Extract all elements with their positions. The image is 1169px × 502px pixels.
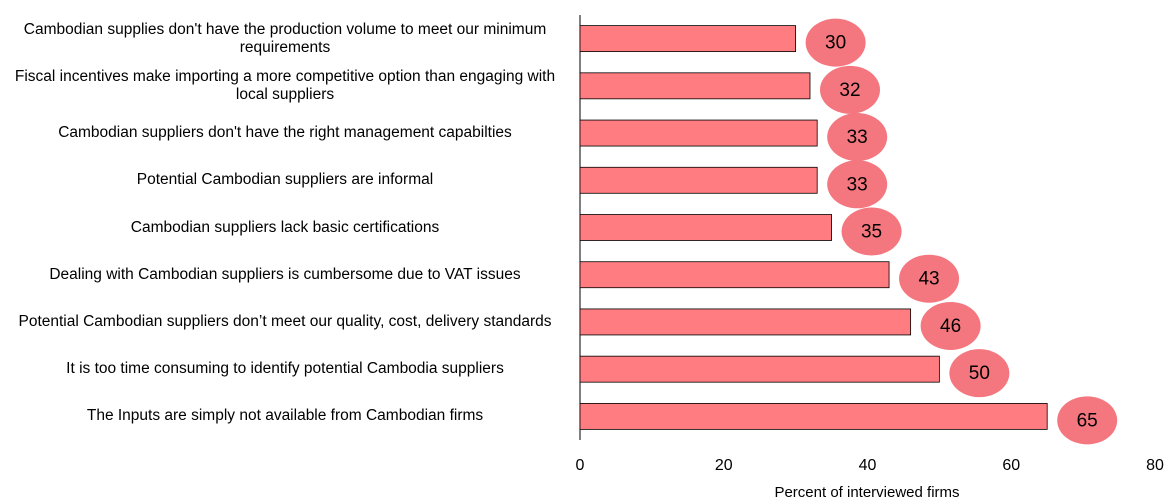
category-label: Cambodian supplies don't have the produc… — [23, 20, 547, 56]
category-label: Dealing with Cambodian suppliers is cumb… — [49, 265, 521, 283]
data-label: 65 — [1077, 410, 1098, 431]
data-label: 50 — [969, 363, 990, 384]
x-tick-label: 60 — [1002, 457, 1020, 474]
data-label-bubble — [805, 18, 866, 67]
bar — [579, 308, 912, 336]
category-label: Fiscal incentives make importing a more … — [14, 67, 556, 103]
data-label-bubble — [827, 160, 888, 209]
category-label: It is too time consuming to identify pot… — [66, 360, 504, 378]
bar — [579, 25, 797, 53]
data-label-bubble — [820, 65, 880, 114]
x-tick-label: 80 — [1146, 457, 1164, 474]
category-label: Cambodian suppliers lack basic certifica… — [130, 218, 440, 236]
data-label: 32 — [839, 80, 860, 101]
data-label: 30 — [825, 33, 846, 54]
x-axis-label: Percent of interviewed firms — [774, 484, 959, 501]
data-label: 43 — [918, 269, 939, 290]
bar — [579, 355, 940, 383]
bar — [579, 119, 818, 147]
bar — [579, 166, 818, 194]
bar — [579, 214, 832, 241]
data-label-bubble — [1057, 396, 1118, 445]
data-label-bubble — [920, 301, 981, 350]
data-label: 35 — [861, 222, 882, 243]
bar — [579, 261, 890, 289]
x-tick-label: 40 — [859, 457, 877, 474]
data-label: 33 — [847, 174, 868, 195]
data-label-bubble — [841, 207, 902, 256]
bar — [579, 402, 1048, 430]
data-label-bubble — [827, 113, 888, 162]
category-label: Cambodian suppliers don't have the right… — [58, 124, 512, 142]
category-label: Potential Cambodian suppliers are inform… — [136, 171, 434, 189]
data-label: 33 — [847, 127, 868, 148]
category-label: The Inputs are simply not available from… — [86, 407, 484, 425]
data-label-bubble — [949, 349, 1010, 398]
category-label: Potential Cambodian suppliers don’t meet… — [18, 312, 552, 330]
x-tick-label: 20 — [715, 457, 733, 474]
data-label-bubble — [899, 254, 960, 303]
data-label: 46 — [940, 316, 961, 337]
bar — [579, 72, 811, 100]
x-tick-label: 0 — [576, 457, 585, 474]
